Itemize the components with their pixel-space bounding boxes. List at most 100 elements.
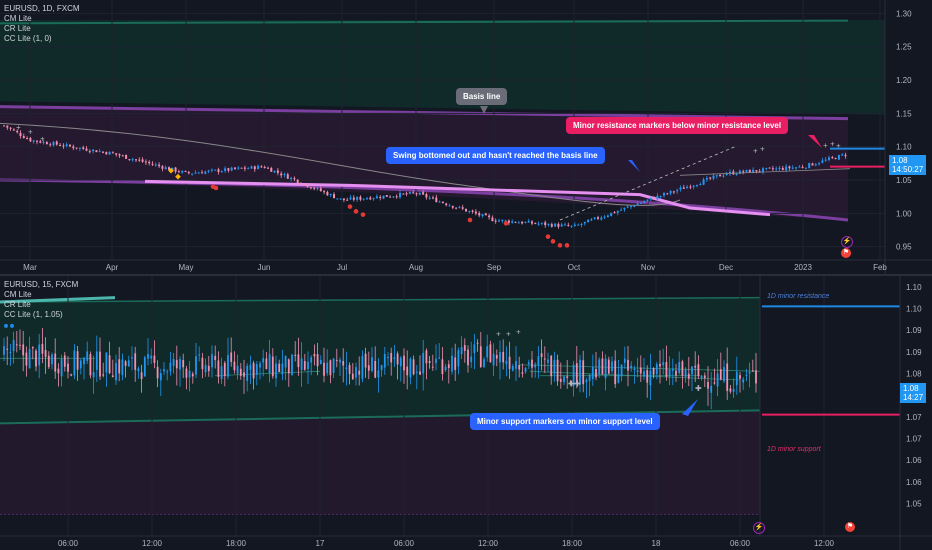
daily-candle-body xyxy=(791,167,794,169)
daily-candle-body xyxy=(514,221,517,223)
daily-candle-body xyxy=(342,198,345,201)
intraday-candle-body xyxy=(246,365,249,381)
intraday-candle-body xyxy=(374,360,377,378)
intraday-candle-body xyxy=(518,365,521,370)
price-tick-label: 1.15 xyxy=(896,109,912,118)
daily-chart-canvas[interactable]: ++++ + + + +1.301.251.201.151.101.051.000.95… xyxy=(0,0,932,274)
intraday-candle-body xyxy=(364,353,367,368)
label-1d-minor-support: 1D minor support xyxy=(767,446,821,453)
intraday-candle-body xyxy=(425,350,428,364)
intraday-ind-cm[interactable]: CM Lite xyxy=(4,290,32,299)
daily-candle-body xyxy=(722,175,725,177)
daily-candle-body xyxy=(844,154,847,157)
callout-minor-resistance: Minor resistance markers below minor res… xyxy=(566,117,789,134)
support-marker xyxy=(467,217,473,223)
daily-candle-body xyxy=(204,171,207,174)
intraday-candle-body xyxy=(214,355,217,360)
price-tick-label: 1.07 xyxy=(906,413,922,422)
price-tick-label: 1.07 xyxy=(906,435,922,444)
daily-candle-body xyxy=(399,192,401,198)
daily-candle-body xyxy=(276,170,279,173)
daily-candle-body xyxy=(220,171,223,173)
time-tick-label: 06:00 xyxy=(394,539,415,548)
daily-candle-body xyxy=(250,166,253,169)
upper-band-fill xyxy=(0,20,885,115)
daily-symbol[interactable]: EURUSD, 1D, FXCM xyxy=(4,4,80,13)
daily-ind-cr[interactable]: CR Lite xyxy=(4,24,31,33)
time-tick-label: Mar xyxy=(23,263,37,272)
intraday-candle-body xyxy=(735,371,738,386)
intraday-candle-body xyxy=(707,381,709,389)
daily-candle-body xyxy=(316,187,319,189)
daily-candle-body xyxy=(224,168,227,172)
intraday-candle-body xyxy=(716,373,719,387)
daily-candle-body xyxy=(65,144,68,146)
lightning-icon[interactable]: ⚡ xyxy=(841,236,853,248)
intraday-candle-body xyxy=(726,363,729,391)
intraday-symbol[interactable]: EURUSD, 15, FXCM xyxy=(4,280,79,289)
daily-candle-body xyxy=(742,171,745,173)
daily-candle-body xyxy=(240,167,243,169)
time-tick-label: 12:00 xyxy=(478,539,499,548)
intraday-candle-body xyxy=(86,351,89,361)
daily-candle-body xyxy=(699,184,702,186)
daily-candle-body xyxy=(141,159,144,162)
callout-swing-pointer xyxy=(628,160,640,172)
daily-candle-body xyxy=(672,191,675,193)
daily-candle-body xyxy=(494,220,497,222)
daily-candle-body xyxy=(831,157,834,159)
intraday-candle-body xyxy=(614,360,617,385)
flag-icon[interactable]: ⚑ xyxy=(841,248,851,258)
daily-candle-body xyxy=(738,170,741,174)
intraday-candle-body xyxy=(291,354,293,375)
flag-icon[interactable]: ⚑ xyxy=(845,522,855,532)
daily-candle-body xyxy=(755,170,758,172)
intraday-chart-pane[interactable]: ✚✚✚+++1.101.101.091.091.081.081.071.071.… xyxy=(0,276,932,550)
daily-candle-body xyxy=(511,221,514,223)
intraday-ind-cc[interactable]: CC Lite (1, 1.05) xyxy=(4,310,63,319)
intraday-ind-cr[interactable]: CR Lite xyxy=(4,300,31,309)
intraday-candle-body xyxy=(415,371,418,373)
intraday-legend: EURUSD, 15, FXCM CM Lite CR Lite CC Lite… xyxy=(4,280,78,320)
lightning-icon[interactable]: ⚡ xyxy=(753,522,765,534)
resistance-marker: + xyxy=(836,142,841,151)
resistance-marker: + xyxy=(830,140,835,149)
range-line xyxy=(214,370,321,377)
daily-candle-body xyxy=(705,177,708,180)
time-tick-label: May xyxy=(178,263,193,272)
daily-candle-body xyxy=(818,163,821,165)
intraday-candle-body xyxy=(19,344,21,346)
intraday-candle-body xyxy=(620,364,623,377)
intraday-candle-body xyxy=(83,357,85,365)
intraday-candle-body xyxy=(691,366,693,375)
callout-basis-line: Basis line xyxy=(456,88,508,105)
intraday-candle-body xyxy=(345,367,348,370)
daily-candle-body xyxy=(719,174,722,177)
intraday-candle-body xyxy=(643,371,645,377)
pane-separator[interactable] xyxy=(0,274,932,276)
intraday-candle-body xyxy=(348,365,351,374)
resistance-marker: + xyxy=(496,330,501,339)
daily-candle-body xyxy=(603,216,606,218)
daily-candle-body xyxy=(507,220,510,223)
price-tick-label: 0.95 xyxy=(896,243,912,252)
daily-ind-cc[interactable]: CC Lite (1, 0) xyxy=(4,34,52,43)
intraday-candle-body xyxy=(38,344,41,366)
intraday-candle-body xyxy=(729,388,732,392)
daily-candle-body xyxy=(319,188,322,192)
daily-chart-pane[interactable]: + + + + + + + +1.30 1.25 1.20 1.15 1.10 1.05 1.00 0.95… xyxy=(0,0,932,274)
daily-ind-cm[interactable]: CM Lite xyxy=(4,14,32,23)
daily-candle-body xyxy=(534,222,537,224)
daily-candle-body xyxy=(735,173,738,175)
daily-candle-body xyxy=(834,158,837,160)
intraday-candle-body xyxy=(441,359,444,375)
intraday-candle-body xyxy=(537,356,540,366)
daily-candle-body xyxy=(372,198,375,200)
intraday-candle-body xyxy=(127,360,130,367)
intraday-chart-canvas[interactable]: ✚✚✚+++1.101.101.091.091.081.081.071.071.… xyxy=(0,276,932,550)
intraday-candle-body xyxy=(131,357,133,359)
intraday-candle-body xyxy=(351,373,354,380)
band-fill-purple xyxy=(0,410,760,515)
intraday-candle-body xyxy=(300,358,303,371)
daily-candle-body xyxy=(118,154,121,156)
